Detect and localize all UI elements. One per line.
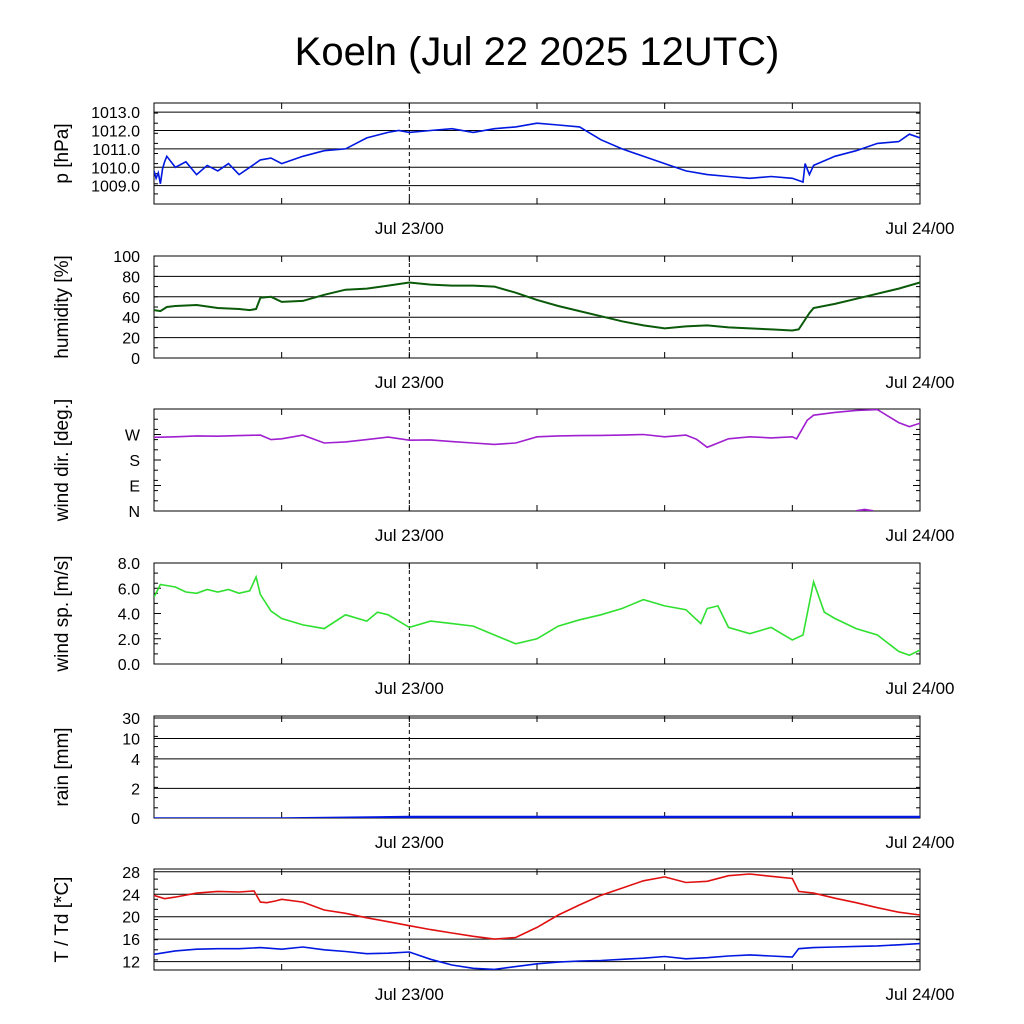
y-tick-label: 6.0 [118, 581, 140, 598]
y-tick-label: 60 [122, 290, 140, 307]
panel-rain: 0 2 4 10 30 Jul 23/00 Jul 24/00 rain [mm] [52, 711, 955, 852]
y-tick-label: 8.0 [118, 556, 140, 573]
y-tick-label: 16 [122, 932, 140, 949]
wind_speed-line [154, 574, 920, 657]
panel-frame [153, 562, 921, 665]
wind_dir-wrap-segment [856, 508, 874, 511]
x-time-label: Jul 23/00 [375, 526, 444, 545]
panel-frame [153, 255, 921, 359]
rain-area [154, 815, 920, 818]
dewpoint-line [154, 942, 920, 970]
panel-temp_dew: 12 16 20 24 28 Jul 23/00 Jul 24/00 T / Td [*C] [52, 865, 955, 1004]
x-time-label: Jul 24/00 [886, 679, 955, 698]
x-time-label: Jul 24/00 [886, 985, 955, 1004]
y-tick-label: 1011.0 [92, 142, 140, 159]
y-tick-label: 40 [122, 310, 140, 327]
chart-title: Koeln (Jul 22 2025 12UTC) [295, 30, 780, 74]
x-time-label: Jul 24/00 [886, 219, 955, 238]
x-time-label: Jul 23/00 [375, 219, 444, 238]
panel-humidity: 0 20 40 60 80 100 Jul 23/00 Jul 24/00 humidity [… [52, 249, 955, 392]
y-tick-label: 0 [131, 351, 140, 368]
pressure-line [154, 122, 920, 184]
y-tick-label: W [125, 428, 141, 445]
y-axis-label: p [hPa] [52, 123, 73, 183]
y-tick-label: 2.0 [118, 632, 140, 649]
y-tick-label: 20 [122, 331, 140, 348]
y-tick-label: 20 [122, 910, 140, 927]
x-time-label: Jul 23/00 [375, 833, 444, 852]
y-tick-label: 4 [131, 752, 140, 769]
panel-wind_speed: 0.0 2.0 4.0 6.0 8.0 Jul 23/00 Jul 24/00 wind sp… [52, 555, 955, 698]
y-tick-label: S [129, 453, 140, 470]
y-tick-label: 28 [122, 865, 140, 882]
y-axis-label: T / Td [*C] [52, 877, 73, 963]
y-axis-label: wind dir. [deg.] [52, 399, 73, 523]
x-time-label: Jul 23/00 [375, 985, 444, 1004]
panel-frame [153, 102, 921, 205]
x-time-label: Jul 24/00 [886, 373, 955, 392]
x-time-label: Jul 24/00 [886, 833, 955, 852]
x-time-label: Jul 24/00 [886, 526, 955, 545]
y-tick-label: 100 [113, 249, 140, 266]
y-tick-label: 0 [131, 811, 140, 828]
y-tick-label: 0.0 [118, 657, 140, 674]
humidity-line [154, 281, 920, 332]
y-tick-label: 10 [122, 731, 140, 748]
y-tick-label: 30 [122, 711, 140, 728]
y-tick-label: 1010.0 [91, 160, 140, 177]
y-tick-label: 1012.0 [91, 124, 140, 141]
temperature-line [154, 873, 920, 940]
y-tick-label: 1013.0 [91, 105, 140, 122]
wind_dir-line [154, 409, 920, 449]
y-axis-label: wind sp. [m/s] [52, 555, 73, 672]
y-axis-label: rain [mm] [52, 727, 73, 806]
y-tick-label: 2 [131, 781, 140, 798]
y-tick-label: N [128, 504, 140, 521]
y-tick-label: E [129, 479, 140, 496]
x-time-label: Jul 23/00 [375, 679, 444, 698]
x-time-label: Jul 23/00 [375, 373, 444, 392]
y-tick-label: 1009.0 [91, 179, 140, 196]
y-tick-label: 24 [122, 887, 140, 904]
y-tick-label: 4.0 [118, 607, 140, 624]
panel-frame [153, 715, 921, 819]
y-tick-label: 12 [122, 955, 140, 972]
y-tick-label: 80 [122, 269, 140, 286]
y-axis-label: humidity [%] [52, 255, 73, 358]
panel-frame [153, 868, 921, 971]
